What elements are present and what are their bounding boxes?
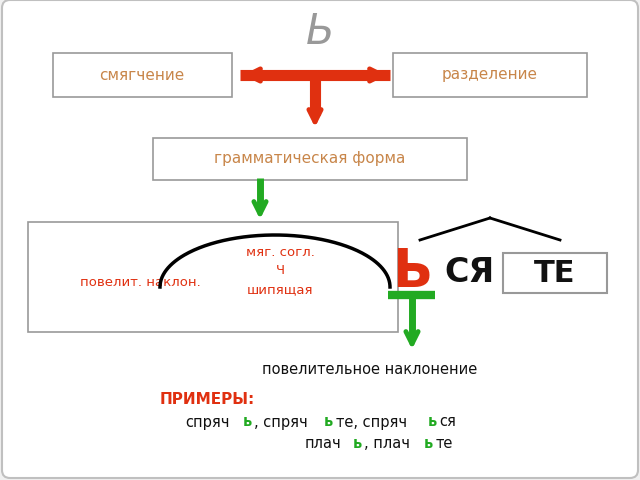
Text: Ч: Ч (275, 264, 285, 276)
FancyBboxPatch shape (503, 253, 607, 293)
Text: Ь: Ь (306, 11, 334, 53)
Text: грамматическая форма: грамматическая форма (214, 152, 406, 167)
Text: СЯ: СЯ (445, 255, 495, 288)
FancyBboxPatch shape (53, 53, 232, 97)
Text: ь: ь (428, 415, 436, 430)
Text: ь: ь (324, 415, 333, 430)
Text: , спряч: , спряч (254, 415, 308, 430)
Text: , плач: , плач (364, 436, 410, 452)
Text: шипящая: шипящая (247, 284, 313, 297)
Text: мяг. согл.: мяг. согл. (246, 245, 314, 259)
FancyBboxPatch shape (28, 222, 398, 332)
FancyBboxPatch shape (153, 138, 467, 180)
Text: повелит. наклон.: повелит. наклон. (80, 276, 201, 288)
Text: спряч: спряч (185, 415, 230, 430)
FancyBboxPatch shape (393, 53, 587, 97)
Text: плач: плач (305, 436, 342, 452)
Text: те: те (436, 436, 453, 452)
Text: ПРИМЕРЫ:: ПРИМЕРЫ: (160, 393, 255, 408)
Text: Ь: Ь (392, 246, 432, 298)
Text: смягчение: смягчение (99, 68, 184, 83)
Text: те, спряч: те, спряч (335, 415, 407, 430)
Text: ТЕ: ТЕ (534, 259, 576, 288)
Text: повелительное наклонение: повелительное наклонение (262, 362, 477, 377)
Text: ь: ь (243, 415, 252, 430)
Text: ся: ся (439, 415, 456, 430)
Text: ь: ь (353, 436, 362, 452)
Text: разделение: разделение (442, 68, 538, 83)
Text: ь: ь (424, 436, 433, 452)
